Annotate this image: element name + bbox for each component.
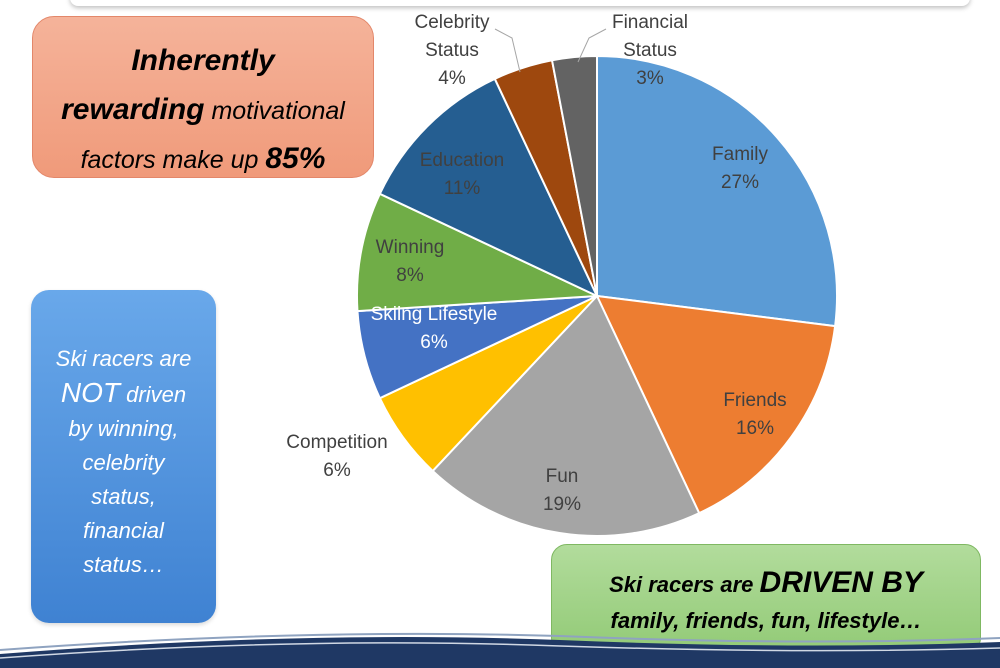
callout-not-line1: Ski racers are: [55, 346, 192, 371]
slice-label-family: Family 27%: [712, 144, 768, 193]
leader-line-celebrity-status: [494, 28, 521, 73]
pie-slice-family: [596, 54, 838, 328]
slice-label-friends: Friends 16%: [723, 390, 786, 439]
callout-not-line6: financial: [83, 518, 164, 543]
pie-slice-fun: [431, 294, 701, 537]
slice-label-winning: Winning 8%: [376, 237, 445, 286]
callout-not-line2: driven: [120, 382, 187, 407]
callout-not-line4: celebrity: [82, 450, 165, 475]
callout-driven-line2: family, friends, fun, lifestyle…: [610, 608, 922, 633]
bottom-wave-decoration: [0, 632, 1000, 668]
callout-driven-emphasis: DRIVEN BY: [759, 566, 923, 599]
callout-not-emphasis: NOT: [60, 377, 121, 408]
callout-rewarding-text2: factors make up: [80, 146, 266, 174]
callout-not-driven: Ski racers are NOT driven by winning, ce…: [31, 290, 216, 623]
slice-label-financial-status: Financial Status 3%: [612, 12, 688, 89]
callout-rewarding-percent: 85%: [265, 142, 326, 175]
slice-label-education: Education 11%: [420, 150, 505, 199]
callout-rewarding-bold: rewarding: [61, 93, 205, 126]
callout-not-line3: by winning,: [68, 416, 179, 441]
callout-rewarding-line1: Inherently: [131, 44, 275, 77]
pie-slice-financial-status: [550, 54, 598, 297]
pie-slice-friends: [595, 294, 837, 515]
callout-driven-prefix: Ski racers are: [609, 572, 760, 597]
top-banner-strip: [70, 0, 970, 6]
leader-line-financial-status: [577, 28, 607, 63]
slice-label-skiing-lifestyle: Skiing Lifestyle 6%: [371, 304, 498, 353]
slice-label-competition: Competition 6%: [286, 432, 387, 481]
callout-intrinsic-motivation: Inherently rewarding motivational factor…: [32, 16, 374, 178]
callout-not-line7: status…: [83, 552, 164, 577]
pie-slice-winning: [356, 192, 598, 313]
callout-not-line5: status,: [91, 484, 156, 509]
pie-slice-education: [378, 77, 600, 299]
callout-driven-by: Ski racers are DRIVEN BY family, friends…: [551, 544, 981, 654]
slice-label-fun: Fun 19%: [543, 466, 581, 515]
callout-rewarding-text: motivational: [204, 97, 345, 125]
slice-label-celebrity-status: Celebrity Status 4%: [415, 12, 490, 89]
